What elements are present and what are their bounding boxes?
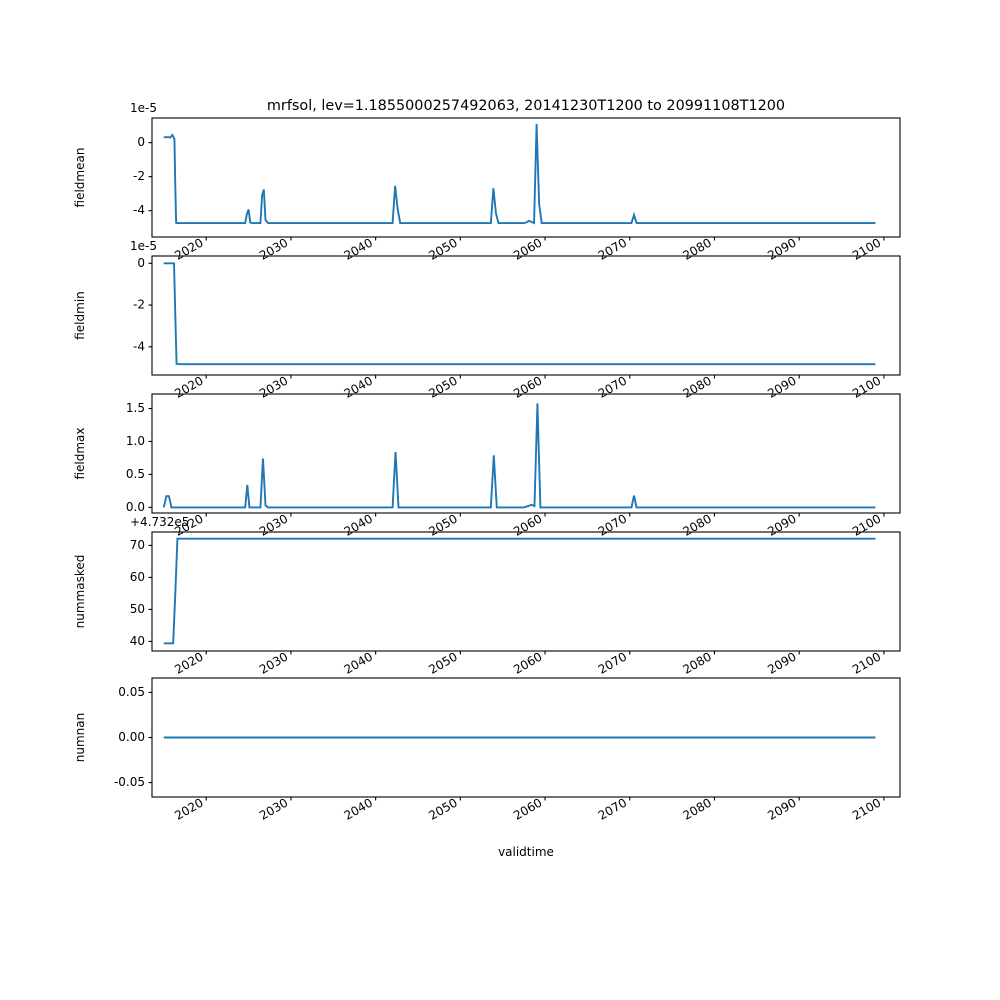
ytick-label: -2	[133, 298, 145, 312]
data-series-fieldmax	[162, 403, 876, 509]
ylabel-fieldmean: fieldmean	[73, 148, 87, 208]
xtick-label: 2060	[511, 795, 544, 822]
xtick-label: 2070	[596, 235, 629, 262]
xtick-label: 2100	[850, 649, 883, 676]
ytick-label: 60	[130, 570, 145, 584]
xtick-label: 2060	[511, 373, 544, 400]
xtick-label: 2090	[765, 373, 798, 400]
ytick-label: 50	[130, 602, 145, 616]
data-series-fieldmean	[163, 123, 876, 225]
ytick-label: 0.05	[118, 685, 145, 699]
xtick-label: 2050	[426, 235, 459, 262]
ytick-label: 0	[137, 256, 145, 270]
data-series-fieldmin	[163, 262, 876, 366]
xtick-label: 2100	[850, 235, 883, 262]
axes-panel-4: 40 50 60 70 2020 2030 2040 2050 2060 2070 2080 2090…	[73, 515, 901, 677]
xtick-label: 2020	[172, 795, 205, 822]
ytick-label: -2	[133, 169, 145, 183]
xtick-label: 2030	[257, 511, 290, 538]
xtick-label: 2090	[765, 795, 798, 822]
xtick-label: 2050	[426, 795, 459, 822]
ytick-label: 0.00	[118, 730, 145, 744]
xtick-label: 2040	[342, 235, 375, 262]
y-offset-text: 1e-5	[130, 101, 157, 115]
ytick-label: 0.5	[126, 467, 145, 481]
xtick-label: 2030	[257, 649, 290, 676]
y-offset-text: 1e-5	[130, 239, 157, 253]
xtick-label: 2090	[765, 511, 798, 538]
axes-panel-5: -0.05 0.00 0.05 2020 2030 2040 2050 2060 2070 208…	[73, 677, 901, 823]
xtick-label: 2060	[511, 511, 544, 538]
xtick-label: 2070	[596, 649, 629, 676]
ytick-label: -0.05	[114, 775, 145, 789]
xtick-label: 2030	[257, 795, 290, 822]
ytick-label: 1.0	[126, 434, 145, 448]
panel-frame-4	[151, 531, 901, 652]
xtick-label: 2090	[765, 649, 798, 676]
panel-frame-3	[151, 393, 901, 514]
xtick-label: 2080	[681, 373, 714, 400]
panel-frame-1	[151, 117, 901, 238]
xtick-label: 2080	[681, 649, 714, 676]
y-offset-text: +4.732e5	[130, 515, 189, 529]
xtick-label: 2060	[511, 649, 544, 676]
xtick-label: 2050	[426, 511, 459, 538]
ylabel-numnan: numnan	[73, 713, 87, 762]
xtick-label: 2020	[172, 235, 205, 262]
xtick-label: 2020	[172, 649, 205, 676]
figure-title: mrfsol, lev=1.1855000257492063, 20141230…	[267, 98, 785, 114]
ytick-label: -4	[133, 339, 145, 353]
xtick-label: 2100	[850, 373, 883, 400]
xtick-label: 2040	[342, 795, 375, 822]
xtick-label: 2060	[511, 235, 544, 262]
ytick-label: 40	[130, 634, 145, 648]
ytick-label: 0.0	[126, 500, 145, 514]
ylabel-nummasked: nummasked	[73, 555, 87, 629]
axes-panel-1: 0 -2 -4 2020 2030 2040 2050 2060 2070 2080 2090 210…	[73, 101, 901, 263]
xtick-label: 2080	[681, 511, 714, 538]
xtick-label: 2030	[257, 373, 290, 400]
ylabel-fieldmax: fieldmax	[73, 427, 87, 479]
xtick-label: 2040	[342, 649, 375, 676]
ylabel-fieldmin: fieldmin	[73, 291, 87, 340]
xtick-label: 2070	[596, 511, 629, 538]
xtick-label: 2070	[596, 373, 629, 400]
ytick-label: -4	[133, 203, 145, 217]
xlabel-validtime: validtime	[498, 845, 554, 859]
data-series-nummasked	[163, 537, 876, 645]
xtick-label: 2020	[172, 373, 205, 400]
ytick-label: 0	[137, 135, 145, 149]
axes-panel-2: 0 -2 -4 2020 2030 2040 2050 2060 2070 2080 2090 210…	[73, 239, 901, 401]
xtick-label: 2100	[850, 795, 883, 822]
xtick-label: 2070	[596, 795, 629, 822]
panel-frame-2	[151, 255, 901, 376]
xtick-label: 2040	[342, 511, 375, 538]
xtick-label: 2050	[426, 649, 459, 676]
xtick-label: 2050	[426, 373, 459, 400]
xtick-label: 2080	[681, 235, 714, 262]
xtick-label: 2100	[850, 511, 883, 538]
xtick-label: 2080	[681, 795, 714, 822]
xtick-label: 2090	[765, 235, 798, 262]
ytick-label: 70	[130, 538, 145, 552]
ytick-label: 1.5	[126, 401, 145, 415]
xtick-label: 2040	[342, 373, 375, 400]
xtick-label: 2030	[257, 235, 290, 262]
